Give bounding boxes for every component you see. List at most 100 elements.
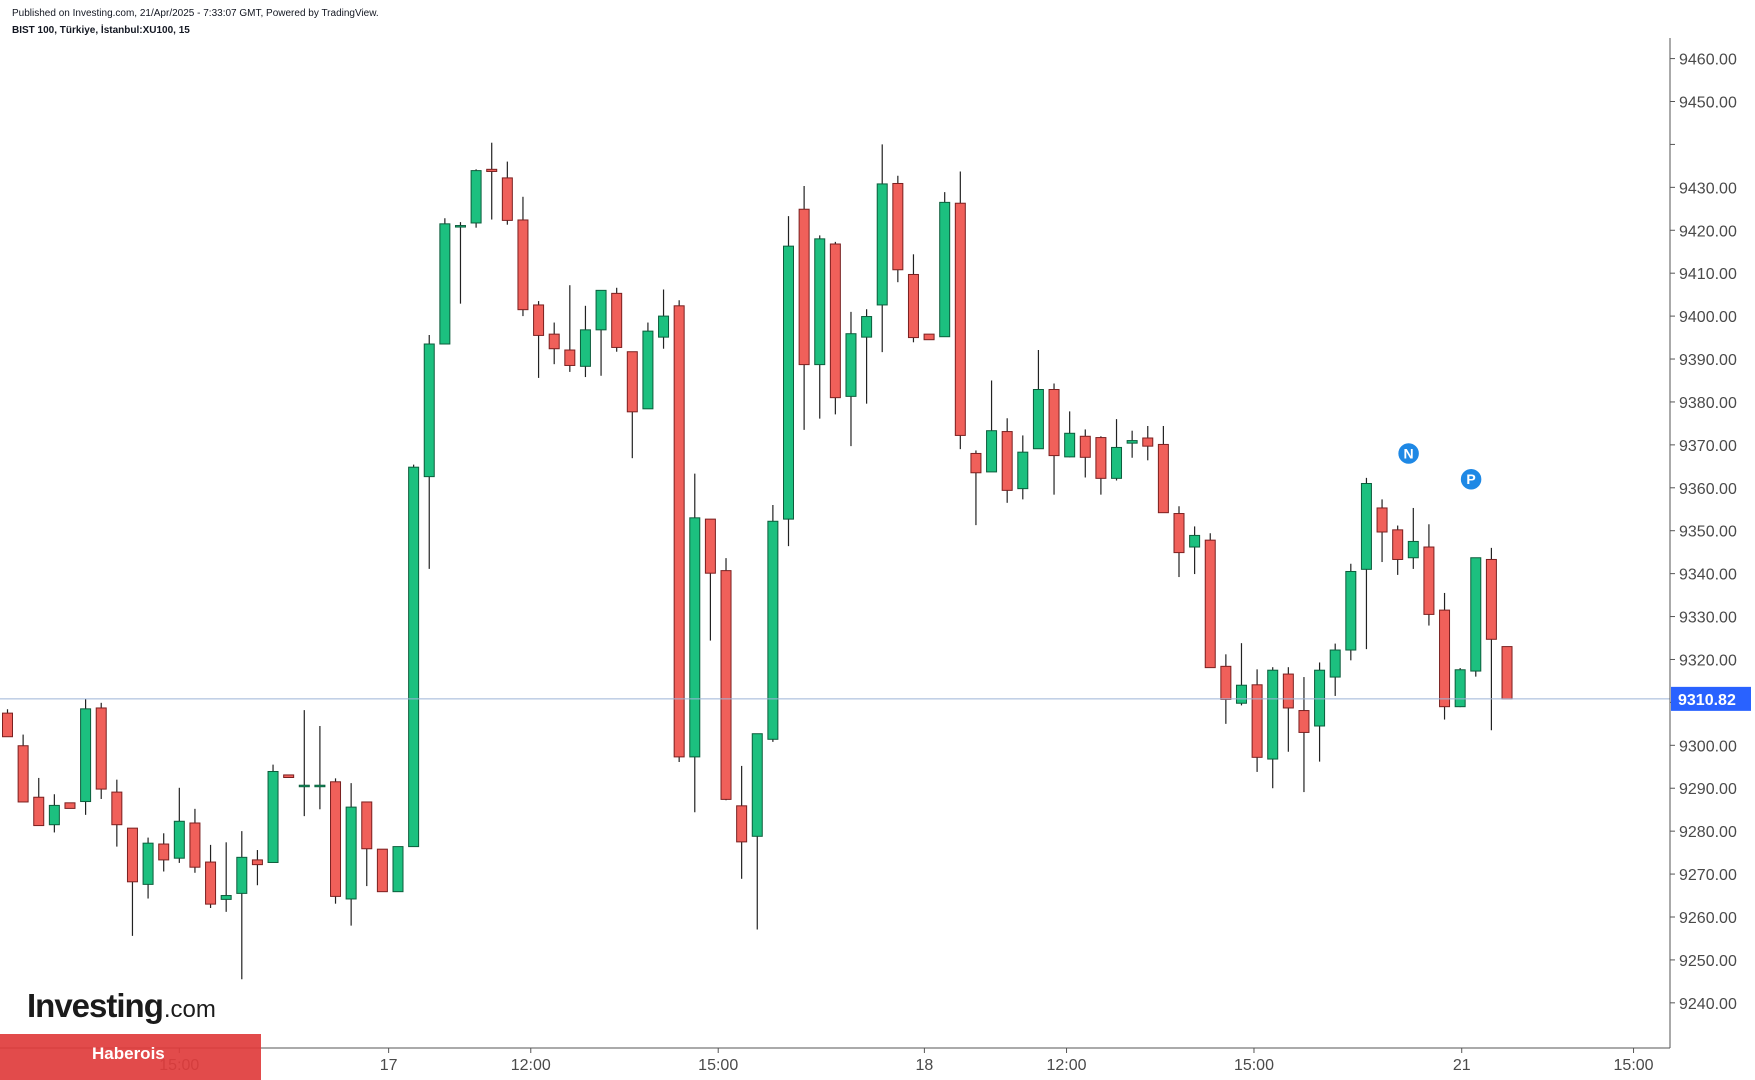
candle-body-up	[267, 770, 279, 863]
candle	[486, 142, 498, 220]
event-marker[interactable]: P	[1459, 467, 1483, 491]
candle-body-down	[376, 848, 388, 893]
candle	[33, 777, 45, 827]
candle	[1360, 477, 1372, 650]
candle-body-up	[1267, 669, 1279, 760]
event-marker-label: N	[1404, 445, 1414, 461]
candle-body-down	[2, 712, 13, 738]
candle	[1345, 563, 1357, 661]
candle-body-up	[642, 330, 654, 410]
candle-body-down	[126, 827, 138, 883]
price-tick-label: 9290.00	[1679, 781, 1737, 798]
candle-body-up	[845, 333, 857, 397]
candle-body-down	[1001, 431, 1013, 491]
last-price-tag-background	[1671, 686, 1751, 711]
candle-body-up	[658, 315, 670, 338]
price-axis[interactable]: 9240.00 9250.00 9260.00 9270.00 9280.00 9290.…	[1670, 52, 1737, 1013]
event-marker-label: P	[1466, 471, 1475, 487]
event-marker[interactable]: N	[1396, 441, 1421, 466]
candle	[1454, 668, 1466, 708]
candle-body-up	[751, 733, 763, 837]
candle	[658, 289, 670, 349]
watermark-banner: Haberois	[0, 1034, 261, 1080]
candle-body-up	[1189, 534, 1201, 548]
price-tick-label: 9390.00	[1679, 352, 1737, 369]
candle	[939, 192, 951, 338]
candle	[501, 161, 513, 225]
last-price-tag: 9310.82	[1671, 686, 1751, 711]
candle	[376, 848, 388, 893]
candle	[876, 144, 888, 353]
candle	[48, 794, 60, 833]
candle	[330, 778, 342, 904]
candle-body-up	[220, 895, 232, 900]
candle	[1470, 557, 1482, 677]
candle	[751, 733, 763, 930]
candle-body-up	[1017, 451, 1029, 490]
candle-body-up	[1314, 669, 1326, 727]
candle	[1251, 669, 1263, 772]
candle	[454, 222, 466, 304]
candle-body-up	[345, 806, 357, 900]
candle	[423, 334, 435, 569]
candle	[236, 831, 248, 980]
candle	[533, 301, 545, 378]
candle-body-down	[1142, 437, 1154, 447]
candle-body-down	[251, 859, 263, 866]
candle-body-up	[767, 520, 779, 740]
candle	[1173, 506, 1185, 578]
candle-body-down	[704, 518, 716, 574]
candle-body-down	[1376, 507, 1388, 533]
price-tick-label: 9300.00	[1679, 738, 1737, 755]
price-tick-label: 9420.00	[1679, 223, 1737, 240]
candle	[720, 558, 732, 801]
event-markers: NP	[1396, 441, 1483, 491]
price-tick-label: 9330.00	[1679, 610, 1737, 627]
candle	[1220, 654, 1232, 724]
candle-body-down	[1204, 539, 1216, 669]
candle-body-down	[1298, 710, 1310, 733]
candle-body-up	[236, 856, 248, 894]
candle-body-down	[720, 570, 732, 800]
candle	[1329, 643, 1341, 696]
candle	[80, 698, 92, 815]
candle	[1501, 646, 1513, 700]
candle-body-down	[158, 843, 170, 861]
candle-body-up	[314, 784, 326, 788]
candle	[1189, 526, 1201, 575]
candle	[970, 450, 982, 526]
candle-body-up	[439, 223, 451, 345]
price-tick-label: 9380.00	[1679, 395, 1737, 412]
candle-body-up	[1454, 669, 1466, 708]
candle-body-up	[876, 183, 888, 306]
candle	[173, 787, 185, 863]
candle	[517, 196, 529, 317]
candle-body-down	[33, 796, 45, 827]
candle	[1095, 436, 1107, 495]
candle	[205, 844, 217, 908]
candle	[361, 801, 373, 887]
candle	[736, 765, 748, 879]
price-tick-label: 9320.00	[1679, 652, 1737, 669]
candle-body-up	[173, 820, 185, 859]
candle-body-up	[408, 466, 420, 848]
price-tick-label: 9400.00	[1679, 309, 1737, 326]
price-tick-label: 9340.00	[1679, 567, 1737, 584]
candle	[1142, 425, 1154, 461]
candle	[1079, 429, 1091, 478]
candle-body-down	[548, 333, 560, 350]
candle-body-up	[579, 329, 591, 367]
candle	[345, 783, 357, 926]
event-marker-circle	[1459, 467, 1483, 491]
price-tick-label: 9410.00	[1679, 266, 1737, 283]
price-tick-label: 9460.00	[1679, 52, 1737, 69]
candle-body-up	[470, 170, 482, 224]
candle-body-down	[1095, 437, 1107, 479]
last-price-label: 9310.82	[1678, 692, 1736, 709]
candle	[1235, 643, 1247, 706]
candle-body-up	[48, 804, 60, 826]
candle-body-up	[1329, 649, 1341, 678]
candle-body-up	[142, 842, 154, 885]
